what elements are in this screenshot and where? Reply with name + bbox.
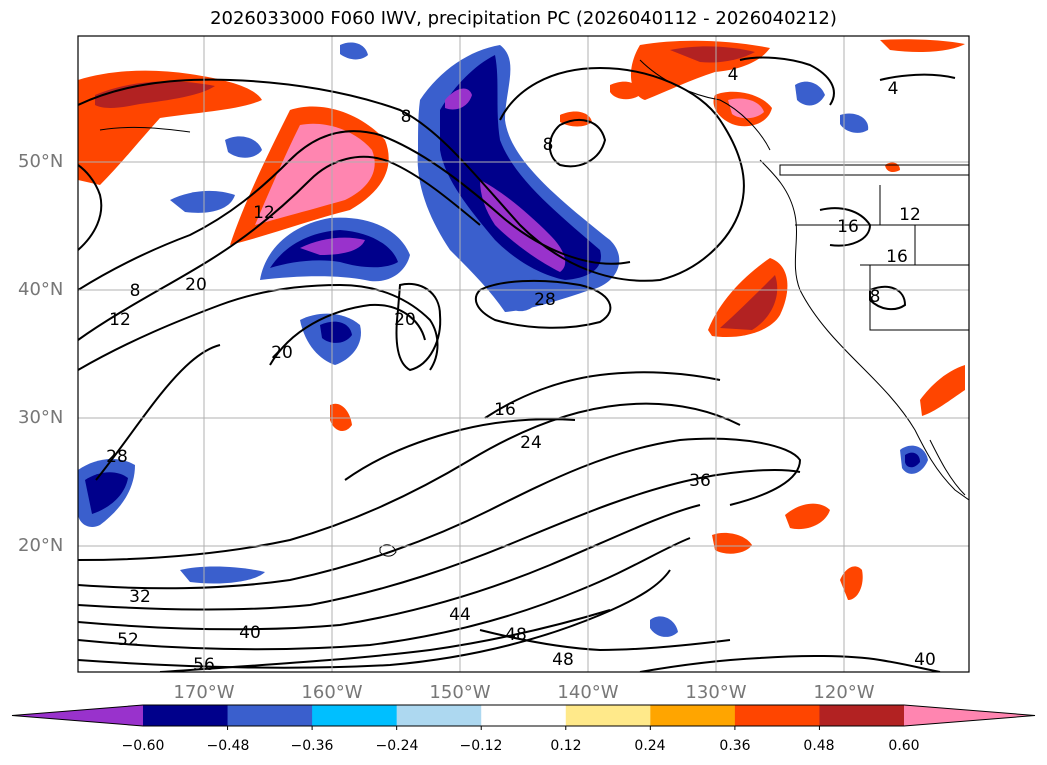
colorbar-bin	[396, 705, 482, 726]
contour-label: 24	[520, 433, 542, 453]
contour-label: 44	[449, 605, 471, 625]
contour-label: 12	[109, 310, 131, 330]
colorbar-tick: 0.12	[550, 738, 582, 754]
lon-label-170w: 170°W	[173, 682, 235, 703]
colorbar-bin	[565, 705, 651, 726]
colorbar-extend-high	[904, 705, 1035, 726]
gridlines	[78, 36, 969, 672]
colorbar-extend-low	[12, 705, 143, 726]
lon-label-160w: 160°W	[301, 682, 363, 703]
contour-label: 8	[401, 107, 412, 127]
contour-label: 8	[130, 281, 141, 301]
contour-labels: 4488121216161620202024282832364040444848…	[106, 65, 936, 675]
lon-label-120w: 120°W	[813, 682, 875, 703]
map-panel: 4488121216161620202024282832364040444848…	[78, 36, 969, 675]
lon-label-150w: 150°W	[429, 682, 491, 703]
colorbar-tick: −0.36	[290, 738, 334, 754]
contour-label: 28	[534, 290, 556, 310]
contour-label: 12	[253, 203, 275, 223]
colorbar-bin	[819, 705, 905, 726]
contour-label: 16	[494, 400, 516, 420]
colorbar-bin	[481, 705, 567, 726]
lat-label-20n: 20°N	[18, 535, 64, 556]
iwv-contours	[78, 56, 956, 672]
contour-label: 4	[888, 79, 899, 99]
contour-label: 36	[689, 471, 711, 491]
contour-label: 12	[899, 205, 921, 225]
contour-label: 16	[886, 247, 908, 267]
contour-label: 20	[271, 343, 293, 363]
colorbar-outline	[11, 704, 1036, 727]
negative-shading	[78, 42, 928, 637]
colorbar-bin	[312, 705, 398, 726]
contour-label: 56	[193, 655, 215, 675]
lon-label-130w: 130°W	[685, 682, 747, 703]
colorbar-tick: 0.48	[803, 738, 835, 754]
colorbar	[11, 704, 1036, 730]
colorbar-bin	[143, 705, 229, 726]
contour-label: 32	[129, 587, 151, 607]
contour-label: 48	[505, 625, 527, 645]
colorbar-tick: 0.60	[888, 738, 920, 754]
contour-label: 4	[728, 65, 739, 85]
positive-shading	[78, 39, 965, 600]
contour-label: 16	[837, 217, 859, 237]
lon-label-140w: 140°W	[557, 682, 619, 703]
contour-label: 40	[239, 623, 261, 643]
colorbar-bin	[650, 705, 736, 726]
colorbar-tick: −0.60	[121, 738, 165, 754]
colorbar-tick: 0.36	[719, 738, 751, 754]
contour-label: 52	[117, 630, 139, 650]
coastlines	[99, 59, 969, 557]
colorbar-bin	[734, 705, 820, 726]
colorbar-tick: −0.24	[375, 738, 419, 754]
contour-label: 8	[543, 135, 554, 155]
lat-label-30n: 30°N	[18, 407, 64, 428]
contour-label: 40	[914, 650, 936, 670]
colorbar-bin	[227, 705, 313, 726]
contour-label: 28	[106, 447, 128, 467]
colorbar-tick: 0.24	[634, 738, 666, 754]
contour-label: 20	[394, 310, 416, 330]
lat-label-50n: 50°N	[18, 151, 64, 172]
contour-label: 8	[870, 287, 881, 307]
colorbar-tick: −0.12	[459, 738, 503, 754]
map-frame	[77, 35, 970, 673]
map-title: 2026033000 F060 IWV, precipitation PC (2…	[210, 8, 837, 29]
contour-label: 20	[185, 275, 207, 295]
colorbar-tick: −0.48	[206, 738, 250, 754]
lat-label-40n: 40°N	[18, 279, 64, 300]
contour-label: 48	[552, 650, 574, 670]
